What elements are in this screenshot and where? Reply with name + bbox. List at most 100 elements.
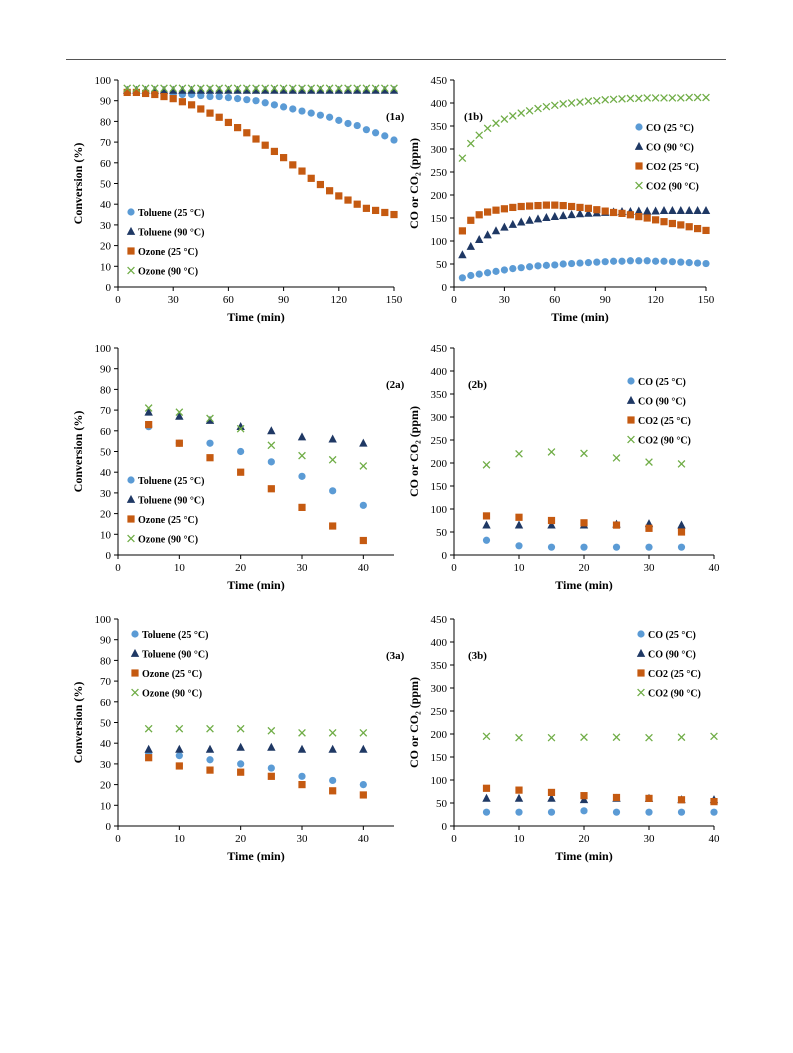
legend-label: CO2 (90 °C) (646, 182, 699, 193)
data-point (677, 460, 686, 468)
data-point (610, 208, 618, 217)
data-point (123, 84, 132, 93)
x-tick-label: 0 (451, 562, 457, 574)
data-point (533, 214, 543, 223)
data-point (224, 93, 232, 102)
data-point (353, 84, 362, 93)
data-point (601, 207, 609, 215)
series-co2-25-c (458, 201, 710, 235)
x-tick-label: 60 (223, 294, 235, 306)
data-point (652, 216, 660, 224)
data-point (298, 772, 306, 780)
data-point (645, 543, 653, 551)
data-point (677, 258, 685, 266)
data-point (677, 528, 686, 536)
data-point (526, 263, 534, 271)
data-point (243, 96, 251, 104)
legend-label: CO2 (25 °C) (646, 162, 699, 173)
y-tick-label: 10 (100, 529, 112, 541)
data-point (178, 98, 186, 106)
series-toluene-90-c (144, 407, 368, 447)
data-point (509, 265, 517, 273)
x-tick-label: 90 (278, 294, 290, 306)
data-point (362, 85, 371, 94)
data-point (178, 85, 187, 94)
legend-marker (127, 266, 135, 275)
data-point (169, 84, 178, 93)
legend-marker (126, 494, 136, 503)
data-point (329, 787, 337, 795)
data-point (151, 90, 159, 99)
data-point (206, 454, 214, 462)
legend-label: Toluene (25 °C) (138, 208, 204, 219)
data-point (297, 744, 307, 753)
panel-label: (1b) (464, 111, 483, 123)
data-point (515, 449, 523, 458)
data-point (381, 208, 389, 217)
x-tick-label: 0 (451, 833, 457, 845)
data-point (668, 219, 676, 228)
legend-marker (131, 669, 139, 677)
y-tick-label: 0 (106, 282, 112, 294)
data-point (175, 744, 184, 753)
data-point (298, 503, 306, 511)
legend-label: CO (25 °C) (648, 630, 696, 641)
data-point (196, 85, 205, 94)
x-tick-label: 10 (174, 833, 186, 845)
data-point (676, 94, 685, 102)
data-point (668, 258, 676, 266)
legend-label: CO2 (25 °C) (648, 669, 701, 680)
data-point (215, 92, 223, 101)
data-point (618, 209, 626, 217)
data-point (482, 512, 491, 520)
data-point (205, 744, 215, 753)
data-point (626, 94, 635, 103)
y-axis-title: Conversion (%) (71, 682, 85, 764)
legend-label: CO (25 °C) (646, 123, 694, 134)
data-point (626, 211, 634, 219)
data-point (508, 112, 517, 120)
data-point (550, 212, 559, 221)
data-point (371, 85, 380, 94)
data-point (610, 257, 618, 265)
data-point (335, 192, 343, 200)
data-point (694, 259, 702, 267)
data-point (150, 84, 159, 93)
legend-label: CO2 (25 °C) (638, 416, 691, 427)
y-tick-label: 10 (100, 800, 112, 812)
data-point (483, 124, 492, 133)
data-point (635, 213, 643, 221)
series-ozone-90-c (123, 84, 398, 93)
data-point (584, 259, 592, 267)
data-point (270, 85, 279, 94)
data-point (242, 85, 251, 94)
data-point (612, 521, 621, 529)
x-tick-label: 20 (235, 562, 247, 574)
legend-marker (127, 515, 135, 523)
data-point (475, 211, 483, 219)
y-tick-label: 90 (100, 96, 112, 108)
data-point (316, 111, 324, 119)
y-tick-label: 400 (431, 637, 448, 649)
data-point (693, 93, 702, 102)
data-point (677, 733, 686, 742)
data-point (280, 154, 288, 162)
data-point (334, 85, 343, 94)
y-tick-label: 80 (100, 384, 112, 396)
data-point (547, 733, 556, 742)
data-point (515, 786, 523, 794)
data-point (267, 426, 276, 435)
x-tick-label: 40 (358, 562, 370, 574)
x-tick-label: 40 (709, 562, 721, 574)
data-point (270, 101, 278, 109)
data-point (359, 781, 367, 789)
data-point (559, 201, 567, 210)
data-point (685, 223, 693, 231)
data-point (390, 210, 398, 219)
series-co2-90-c (482, 732, 718, 742)
data-point (297, 85, 307, 94)
data-point (175, 408, 184, 417)
data-point (237, 760, 245, 768)
x-tick-label: 40 (358, 833, 370, 845)
data-point (267, 458, 275, 466)
